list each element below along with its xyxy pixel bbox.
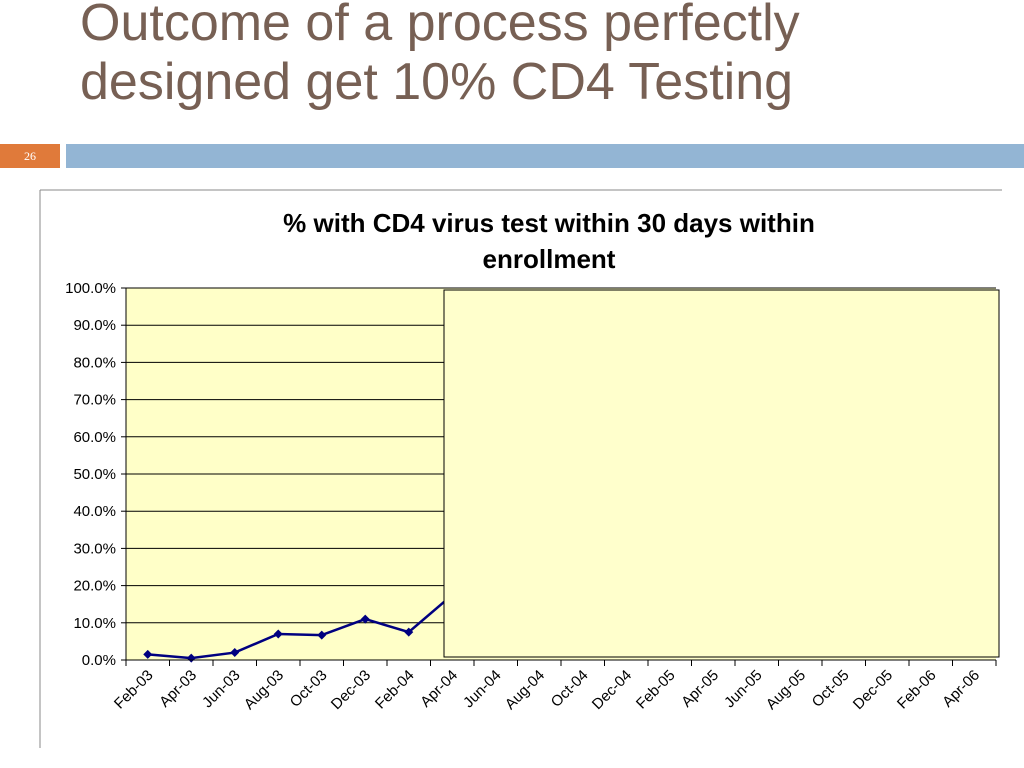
x-tick-label: Aug-05 bbox=[763, 667, 809, 713]
x-tick-label: Apr-05 bbox=[678, 667, 722, 711]
x-tick-label: Jun-03 bbox=[199, 667, 243, 711]
slide-title-line-1: Outcome of a process perfectly bbox=[80, 0, 800, 52]
x-tick-label: Jun-05 bbox=[721, 667, 765, 711]
y-tick-label: 100.0% bbox=[65, 280, 116, 297]
x-tick-label: Apr-04 bbox=[417, 667, 461, 711]
series-point bbox=[404, 627, 414, 637]
series-point bbox=[360, 614, 370, 624]
y-tick-label: 70.0% bbox=[73, 392, 116, 409]
overlay-box bbox=[443, 289, 1000, 658]
chart-title-line-2: enrollment bbox=[483, 244, 616, 274]
x-tick-label: Oct-05 bbox=[809, 667, 853, 711]
x-tick-label: Oct-03 bbox=[287, 667, 331, 711]
chart-title-line-1: % with CD4 virus test within 30 days wit… bbox=[283, 208, 815, 238]
y-tick-label: 80.0% bbox=[73, 354, 116, 371]
y-tick-label: 0.0% bbox=[82, 652, 116, 669]
slide-title: Outcome of a process perfectly designed … bbox=[80, 0, 980, 112]
x-tick-label: Feb-03 bbox=[111, 667, 157, 713]
slide-number-box bbox=[0, 144, 60, 168]
x-tick-label: Feb-04 bbox=[372, 667, 418, 713]
y-tick-label: 60.0% bbox=[73, 429, 116, 446]
x-tick-label: Dec-03 bbox=[328, 667, 374, 713]
y-tick-label: 30.0% bbox=[73, 540, 116, 557]
x-tick-label: Dec-05 bbox=[850, 667, 896, 713]
y-tick-label: 90.0% bbox=[73, 317, 116, 334]
slide-title-line-2: designed get 10% CD4 Testing bbox=[80, 53, 794, 111]
x-axis-ticks bbox=[125, 660, 997, 666]
series-point bbox=[273, 629, 283, 639]
series-point bbox=[317, 630, 327, 640]
series-point bbox=[143, 649, 153, 659]
x-tick-label: Apr-06 bbox=[939, 667, 983, 711]
x-tick-label: Dec-04 bbox=[589, 667, 635, 713]
series-point bbox=[230, 648, 240, 658]
x-tick-label: Oct-04 bbox=[548, 667, 592, 711]
title-divider-bar bbox=[66, 144, 1024, 168]
x-tick-label: Apr-03 bbox=[156, 667, 200, 711]
x-tick-label: Jun-04 bbox=[460, 667, 504, 711]
y-axis-labels: 0.0% 10.0% 20.0% 30.0% 40.0% 50.0% 60.0% 70.0% 8… bbox=[65, 280, 116, 669]
slide-number: 26 bbox=[24, 149, 36, 163]
y-tick-label: 40.0% bbox=[73, 503, 116, 520]
x-tick-label: Feb-06 bbox=[894, 667, 940, 713]
y-tick-label: 10.0% bbox=[73, 615, 116, 632]
y-tick-label: 50.0% bbox=[73, 466, 116, 483]
x-tick-label: Aug-04 bbox=[502, 667, 548, 713]
y-axis-ticks bbox=[121, 287, 126, 661]
y-tick-label: 20.0% bbox=[73, 578, 116, 595]
x-tick-label: Feb-05 bbox=[633, 667, 679, 713]
x-tick-label: Aug-03 bbox=[241, 667, 287, 713]
